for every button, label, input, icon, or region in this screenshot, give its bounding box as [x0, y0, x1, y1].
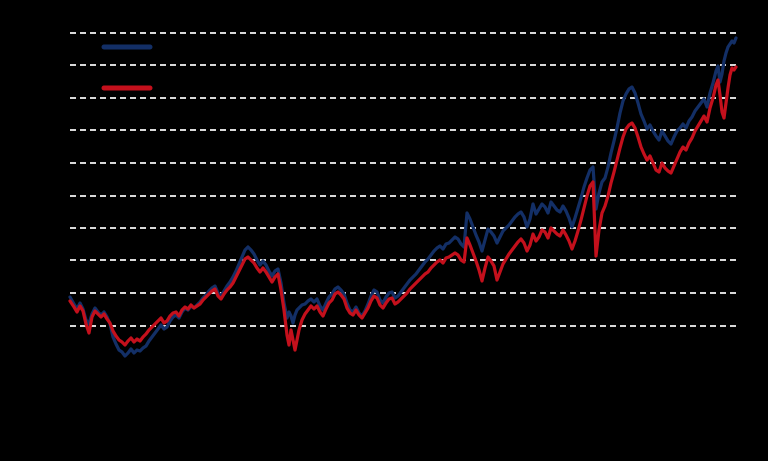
series-red-line — [68, 65, 738, 352]
